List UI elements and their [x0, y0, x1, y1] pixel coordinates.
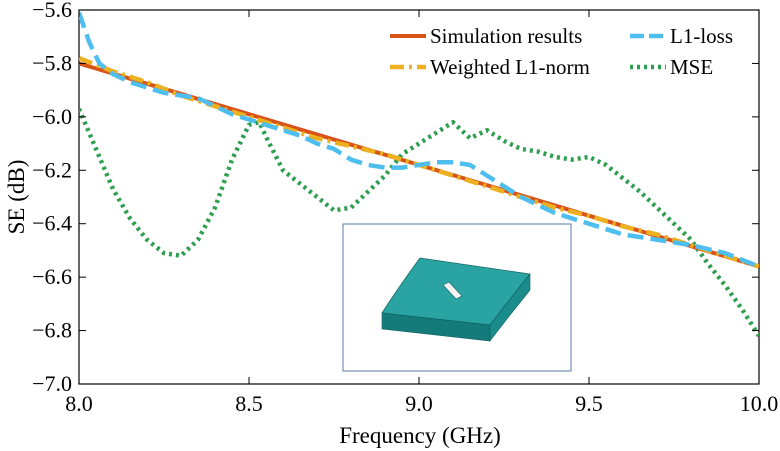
y-tick-label: −6.0	[32, 104, 72, 129]
legend-label-weighted-l1-norm: Weighted L1-norm	[430, 55, 590, 79]
x-tick-label: 8.0	[65, 391, 93, 416]
tick-labels-layer: 8.0 8.5 9.0 9.5 10.0 −7.0 −6.8 −6.6 −6.4 −6.2 −6.0…	[32, 0, 778, 416]
x-tick-label: 10.0	[740, 391, 779, 416]
y-tick-label: −6.4	[32, 211, 72, 236]
y-axis-title: SE (dB)	[4, 160, 29, 235]
ticks-layer	[78, 9, 760, 385]
y-tick-label: −7.0	[32, 371, 72, 396]
series-layer	[79, 11, 759, 338]
curved-plate-icon	[381, 257, 531, 342]
x-tick-label: 9.5	[575, 391, 603, 416]
x-tick-label: 8.5	[235, 391, 263, 416]
y-tick-label: −6.8	[32, 318, 72, 343]
y-tick-label: −6.6	[32, 264, 72, 289]
legend-label-mse: MSE	[670, 55, 713, 79]
legend-label-l1-loss: L1-loss	[670, 24, 733, 48]
y-tick-label: −5.6	[32, 0, 72, 22]
series-line-l1-loss	[79, 11, 759, 269]
x-tick-label: 9.0	[405, 391, 433, 416]
x-axis-title: Frequency (GHz)	[339, 423, 501, 448]
y-tick-label: −5.8	[32, 50, 72, 75]
series-line-mse	[79, 107, 759, 338]
inset-model-panel	[342, 223, 572, 372]
legend: Simulation results Weighted L1-norm L1-los…	[390, 24, 733, 79]
legend-label-simulation-results: Simulation results	[430, 24, 582, 48]
y-tick-label: −6.2	[32, 157, 72, 182]
